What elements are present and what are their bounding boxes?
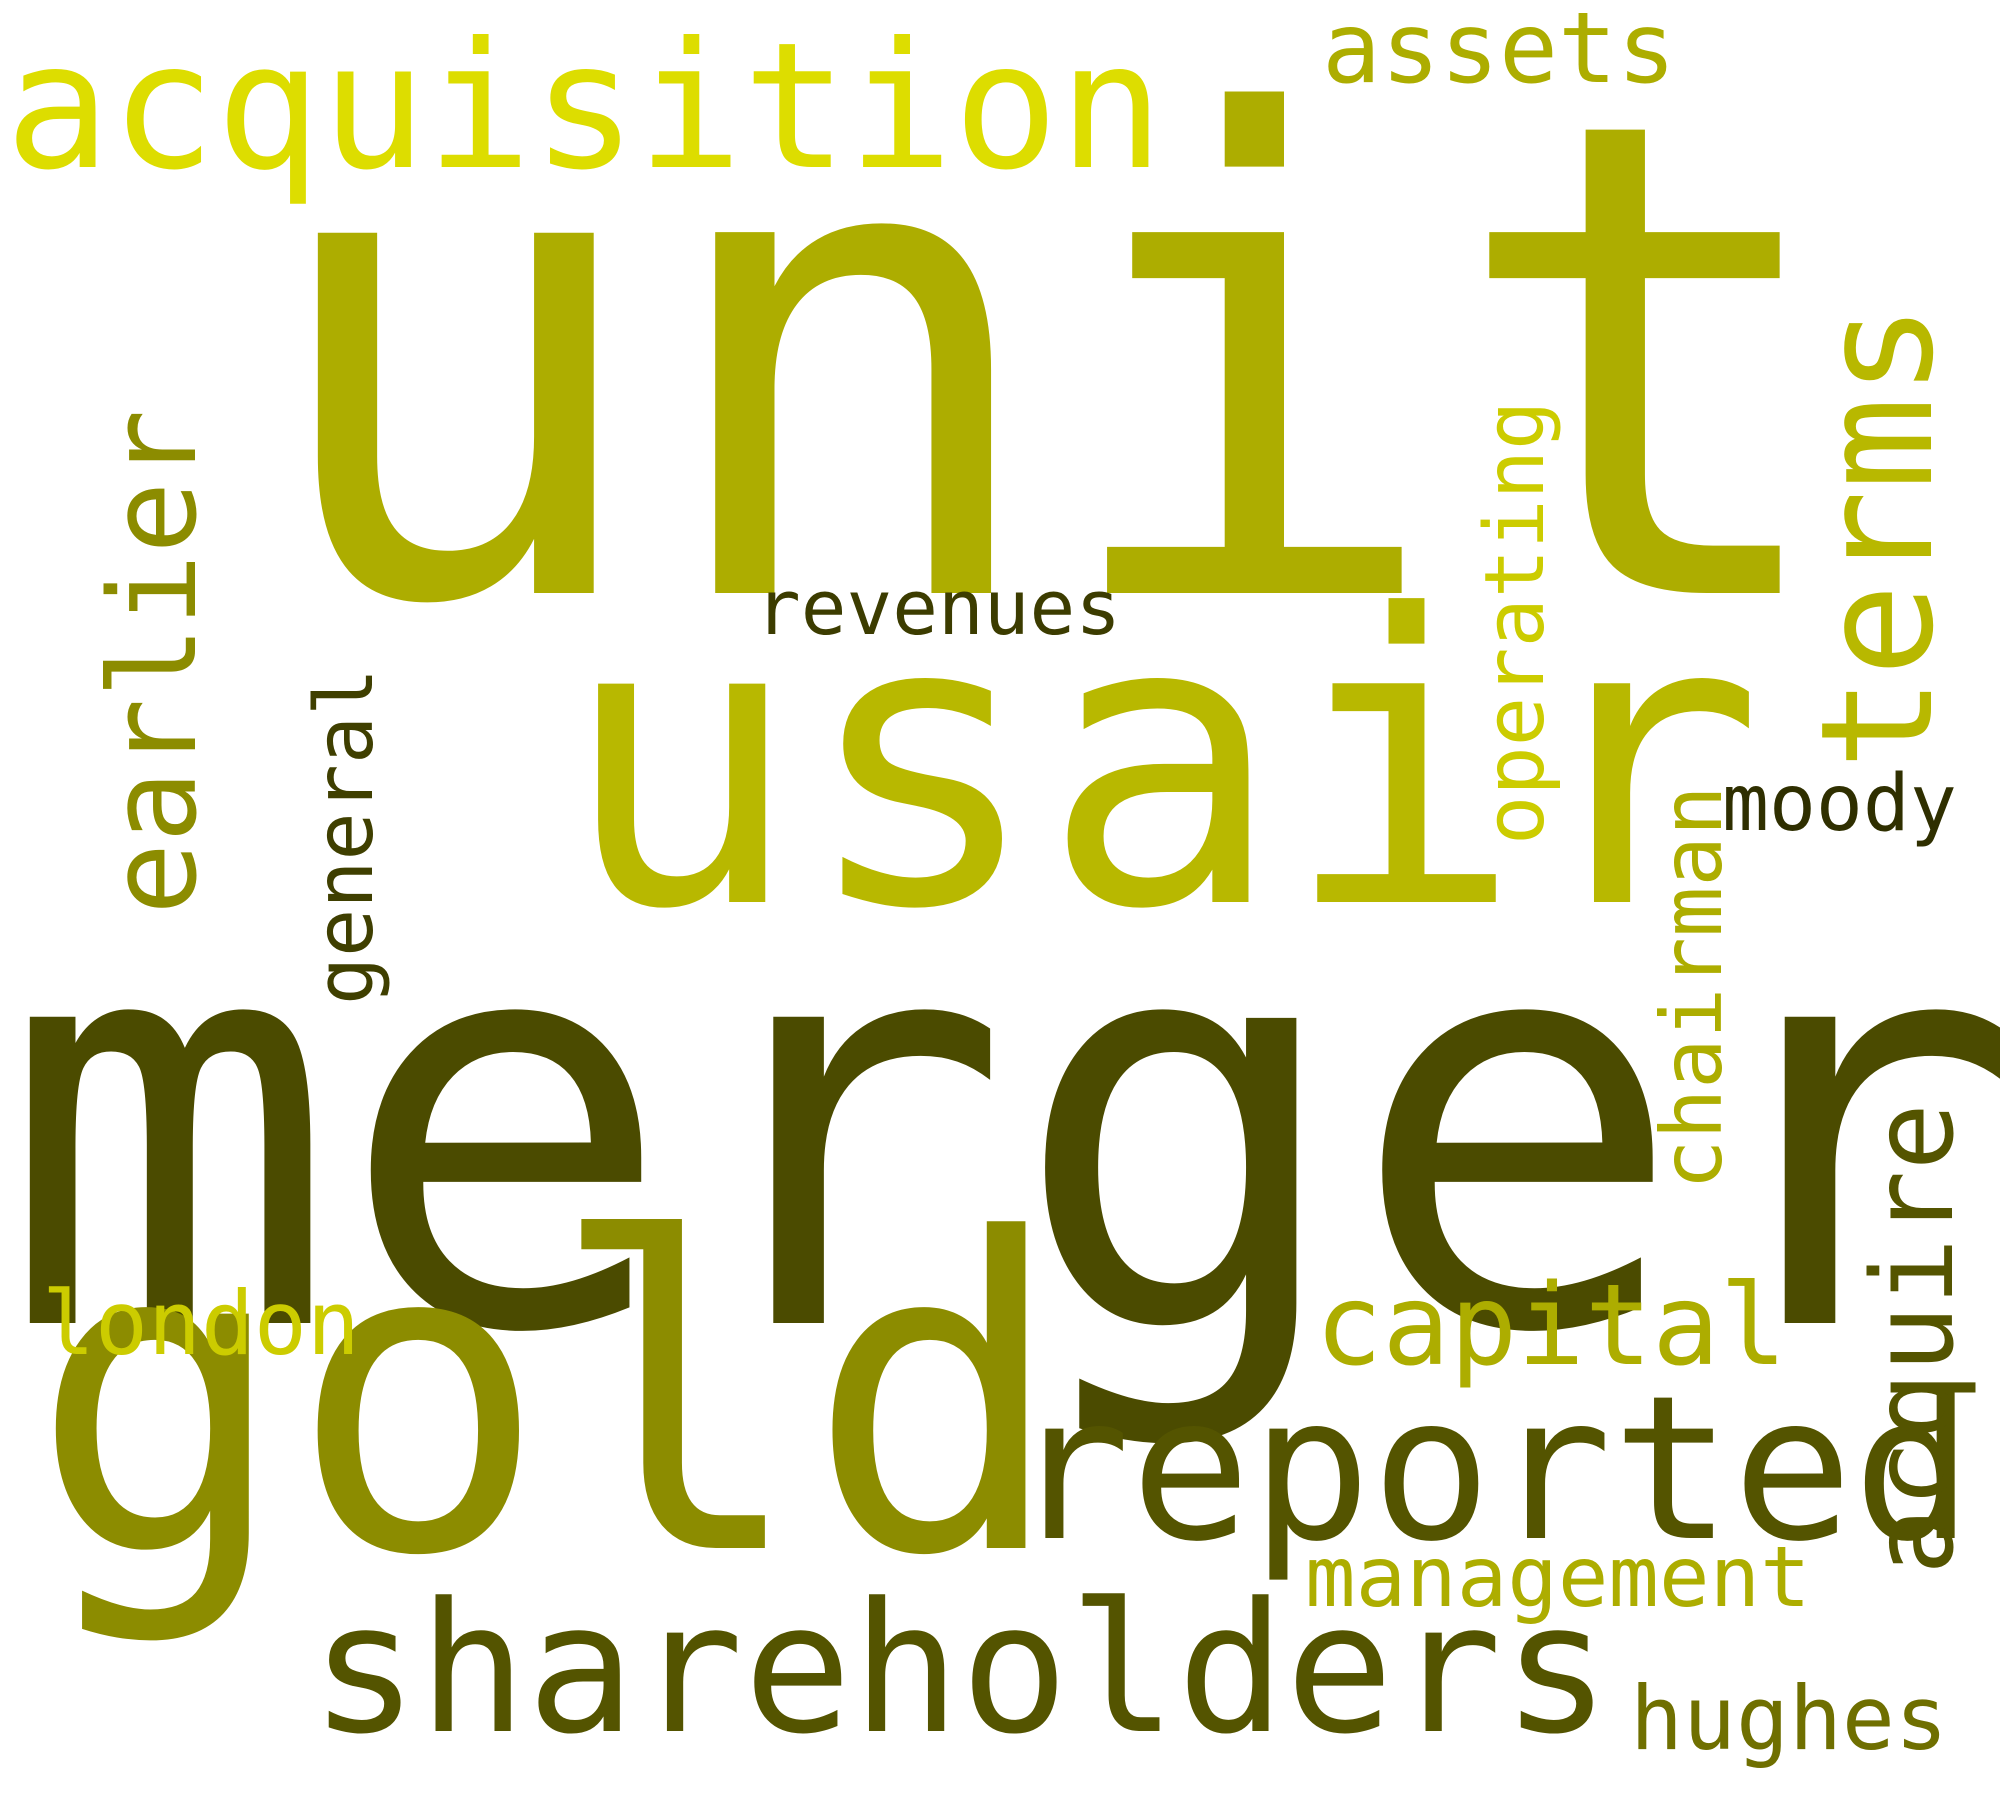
word-general: general <box>298 667 391 1005</box>
word-shareholders: shareholders <box>310 1565 1611 1774</box>
word-reported: reported <box>1010 1353 1974 1586</box>
word-hughes: hughes <box>1630 1667 1948 1770</box>
word-gold: gold <box>30 1150 1066 1650</box>
word-acquisition: acquisition <box>5 6 1164 209</box>
word-capital: capital <box>1315 1261 1788 1391</box>
word-operating: operating <box>1468 400 1563 845</box>
word-revenues: revenues <box>755 563 1122 652</box>
word-usair: usair <box>560 532 1765 997</box>
word-terms: terms <box>1787 303 1968 770</box>
word-earlier: earlier <box>85 409 224 915</box>
word-london: london <box>42 1272 360 1375</box>
word-chairman: chairman <box>1643 785 1741 1190</box>
word-unit: unit <box>255 0 1845 749</box>
word-acquire: acquire <box>1849 1102 1979 1575</box>
word-assets: assets <box>1322 0 1677 106</box>
word-management: management <box>1305 1528 1811 1626</box>
word-moody: moody <box>1722 759 1957 849</box>
word-merger: merger <box>0 804 2000 1456</box>
